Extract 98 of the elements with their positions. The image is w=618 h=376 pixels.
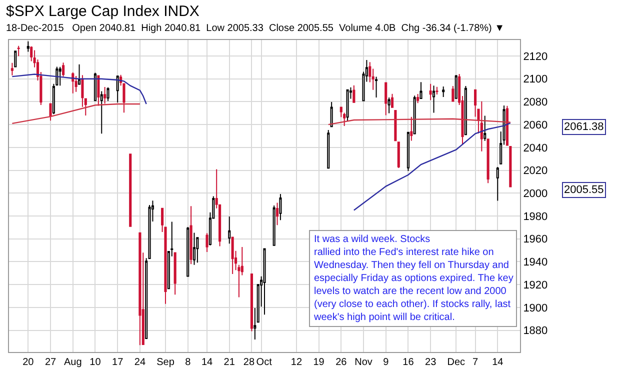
candlestick (484, 115, 486, 142)
chart-title: $SPX Large Cap Index INDX (6, 3, 200, 20)
candlestick (14, 50, 17, 68)
y-tick-label: 2000 (523, 188, 548, 200)
y-tick-label: 2120 (523, 50, 548, 63)
candlestick (509, 146, 512, 188)
candlestick (228, 216, 231, 244)
y-tick-label: 1880 (523, 325, 548, 338)
candlestick (74, 76, 78, 92)
x-tick-label: Sep (156, 357, 175, 368)
text: 2061.38 (564, 121, 604, 133)
candlestick (390, 93, 394, 108)
x-tick-label: 14 (492, 357, 504, 368)
y-tick-label: 1940 (523, 256, 548, 269)
y-tick-label: 1900 (523, 302, 548, 314)
candlestick (352, 84, 356, 104)
candlestick (464, 85, 467, 136)
y-tick-label: 2060 (523, 119, 548, 132)
y-tick-label: 1920 (523, 279, 548, 292)
y-tick-label: 1960 (523, 234, 548, 246)
x-tick-label: Dec (447, 357, 466, 368)
x-tick-label: 19 (313, 357, 325, 368)
candlestick (346, 89, 349, 122)
candlestick (416, 94, 420, 104)
x-tick-label: Aug (64, 357, 82, 368)
candlestick (192, 232, 196, 266)
candlestick (58, 66, 62, 86)
candlestick (106, 86, 110, 102)
candlestick (397, 142, 400, 168)
candlestick (72, 72, 74, 94)
x-tick-label: 21 (224, 357, 236, 368)
x-tick-label: 27 (44, 357, 57, 368)
candlestick (429, 83, 432, 101)
candlestick (100, 90, 103, 134)
candlestick (10, 62, 14, 76)
candlestick (496, 166, 499, 202)
candlestick (327, 130, 330, 169)
x-tick-label: 8 (185, 357, 192, 368)
candlestick (94, 72, 97, 102)
x-tick-label: 23 (425, 357, 437, 368)
x-tick-label: 7 (472, 357, 479, 368)
x-tick-label: Oct (256, 357, 272, 368)
candlestick (442, 86, 445, 98)
candlestick (186, 226, 190, 277)
candlestick (420, 82, 422, 100)
candlestick (279, 193, 282, 221)
candlestick (413, 95, 416, 134)
candlestick (97, 75, 100, 106)
x-tick-label: 9 (383, 357, 390, 368)
text: 2005.55 (564, 184, 604, 196)
y-tick-label: 2080 (523, 96, 548, 109)
y-tick-label: 1980 (523, 210, 548, 223)
candlestick (452, 85, 454, 102)
candlestick (263, 248, 266, 316)
candlestick (129, 154, 132, 227)
candlestick (432, 85, 436, 114)
candlestick (49, 103, 52, 122)
candlestick (454, 74, 458, 99)
candlestick (174, 252, 176, 296)
candlestick (436, 86, 438, 96)
chart-subtitle: 18-Dec-2015 Open 2040.81 High 2040.81 Low 2005.33 Close 2005.55 Volume 4.0B Chg -36.34 (-1.78%) ▼ (6, 23, 505, 34)
x-tick-label: 20 (22, 357, 34, 368)
candlestick (26, 40, 30, 52)
candlestick (104, 86, 106, 104)
y-tick-label: 2020 (523, 165, 548, 178)
candlestick (62, 62, 65, 77)
x-tick-label: 10 (90, 357, 102, 368)
candlestick (206, 232, 208, 252)
candlestick (486, 138, 490, 184)
x-tick-label: 17 (112, 357, 124, 368)
candlestick (406, 132, 410, 172)
x-tick-label: 14 (201, 357, 214, 368)
x-tick-label: 24 (134, 357, 146, 368)
candlestick (17, 45, 20, 57)
candlestick (384, 82, 388, 116)
candlestick (394, 110, 397, 142)
x-tick-label: 12 (290, 357, 302, 368)
candlestick (388, 96, 390, 114)
candlestick (375, 76, 378, 98)
candlestick (506, 105, 509, 146)
candlestick (190, 206, 192, 265)
x-tick-label: 28 (243, 357, 254, 368)
x-tick-label: 16 (402, 357, 414, 368)
candlestick (250, 274, 254, 332)
candlestick (410, 116, 413, 142)
candlestick (231, 236, 234, 275)
candlestick (78, 64, 81, 85)
y-tick-label: 2100 (523, 74, 548, 86)
annotation: It was a wild week. Stocks rallied into the Fed's interest rate hike on Wednesday. Then they fell on Thursday and especially Friday as options expired. The key levels to watch are the recent low and 2000 (very close to each other). If stocks rally, last week's high point will be critical. (313, 234, 514, 323)
x-tick-label: 26 (336, 357, 348, 368)
candlestick (330, 102, 333, 128)
candlestick (272, 204, 276, 246)
candlestick (480, 100, 483, 152)
y-tick-label: 2040 (523, 142, 548, 154)
candlestick (276, 202, 279, 226)
candlestick (116, 75, 119, 104)
x-tick-label: Nov (354, 357, 372, 368)
candlestick (196, 237, 199, 264)
